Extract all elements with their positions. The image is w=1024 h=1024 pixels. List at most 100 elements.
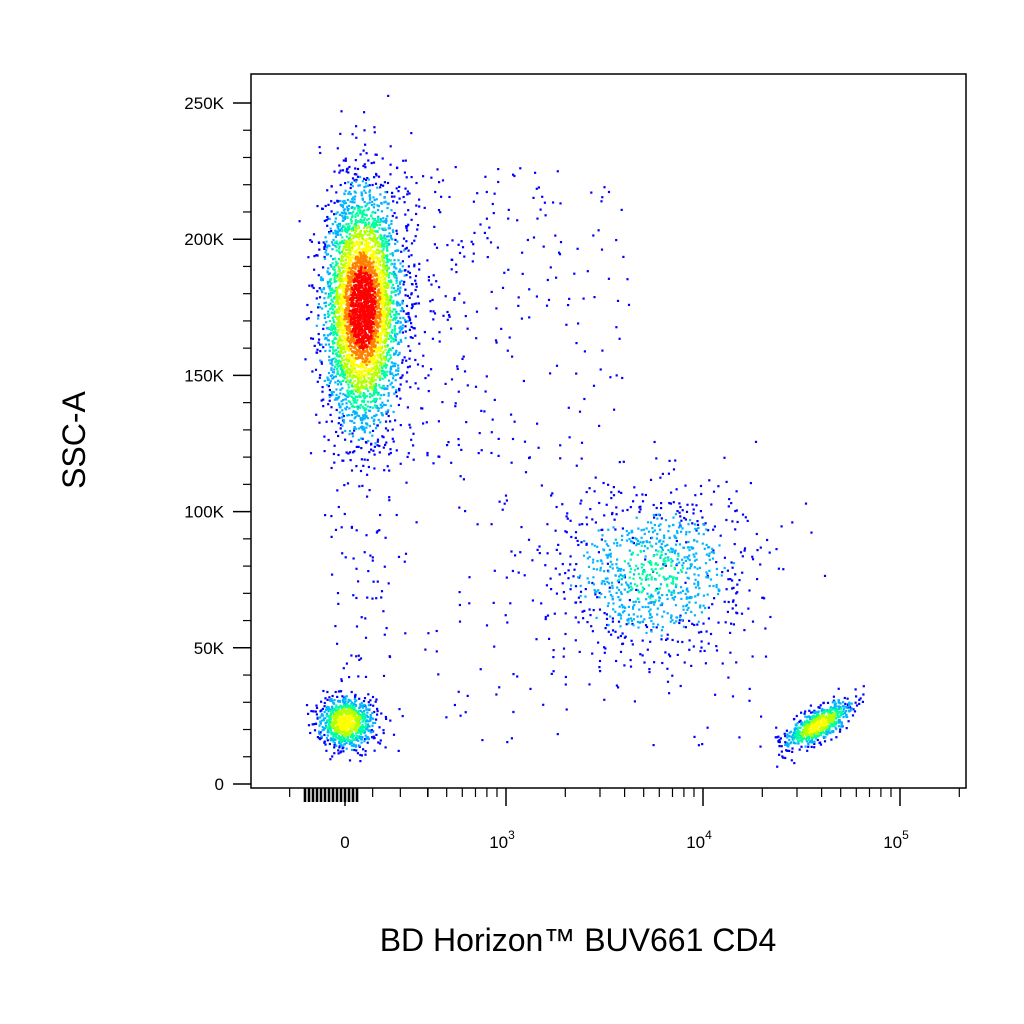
event-dot (363, 396, 366, 399)
event-dot (334, 732, 337, 735)
event-dot (668, 692, 671, 695)
event-dot (335, 360, 338, 363)
event-dot (364, 411, 367, 414)
event-dot (660, 553, 663, 556)
event-dot (332, 740, 335, 743)
event-dot (846, 697, 849, 700)
event-dot (390, 237, 393, 240)
event-dot (598, 501, 601, 505)
event-dot (375, 252, 378, 255)
event-dot (837, 705, 840, 708)
event-dot (358, 394, 361, 397)
event-dot (342, 259, 345, 262)
event-dot (340, 110, 343, 113)
event-dot (327, 728, 330, 731)
event-dot (825, 733, 828, 736)
event-dot (404, 294, 407, 297)
event-dot (656, 563, 659, 566)
event-dot (348, 733, 351, 736)
event-dot (696, 523, 700, 526)
event-dot (335, 735, 338, 738)
event-dot (397, 364, 400, 367)
event-dot (353, 173, 356, 176)
event-dot (334, 336, 337, 339)
event-dot (404, 552, 408, 555)
event-dot (830, 707, 833, 711)
event-dot (647, 530, 651, 533)
event-dot (381, 240, 384, 243)
event-dot (374, 406, 377, 409)
event-dot (339, 388, 342, 391)
event-dot (334, 360, 337, 363)
event-dot (809, 715, 812, 719)
event-dot (378, 529, 381, 532)
event-dot (541, 195, 544, 198)
event-dot (389, 356, 392, 359)
event-dot (647, 584, 650, 587)
event-dot (389, 404, 392, 407)
event-dot (536, 422, 539, 425)
event-dot (336, 324, 339, 327)
event-dot (717, 485, 720, 488)
event-dot (835, 728, 838, 731)
event-dot (625, 581, 628, 584)
event-dot (615, 506, 618, 509)
event-dot (653, 516, 656, 519)
event-dot (844, 702, 847, 705)
event-dot (654, 567, 657, 571)
event-dot (699, 606, 702, 609)
event-dot (389, 145, 392, 148)
event-dot (800, 738, 803, 741)
event-dot (629, 567, 633, 570)
event-dot (390, 195, 394, 198)
event-dot (330, 328, 333, 331)
event-dot (638, 506, 641, 509)
event-dot (344, 226, 347, 229)
event-dot (686, 608, 689, 611)
event-dot (374, 373, 377, 376)
event-dot (389, 323, 392, 326)
event-dot (633, 700, 636, 703)
event-dot (735, 661, 738, 664)
event-dot (324, 717, 327, 720)
event-dot (582, 297, 585, 300)
event-dot (362, 219, 366, 222)
event-dot (330, 725, 333, 728)
event-dot (359, 391, 362, 394)
event-dot (397, 367, 400, 370)
event-dot (380, 596, 383, 599)
event-dot (346, 240, 349, 243)
event-dot (347, 383, 350, 386)
event-dot (347, 181, 350, 184)
event-dot (377, 418, 380, 421)
event-dot (663, 534, 666, 537)
event-dot (659, 545, 662, 548)
event-dot (343, 743, 346, 746)
event-dot (331, 300, 334, 303)
event-dot (392, 271, 395, 274)
event-dot (390, 263, 393, 266)
event-dot (348, 433, 351, 436)
event-dot (567, 304, 570, 307)
event-dot (696, 520, 699, 523)
event-dot (688, 554, 691, 557)
event-dot (464, 510, 467, 513)
event-dot (369, 196, 372, 199)
event-dot (353, 450, 356, 453)
event-dot (407, 223, 410, 226)
event-dot (649, 640, 652, 643)
event-dot (313, 255, 316, 258)
event-dot (342, 415, 345, 418)
event-dot (342, 709, 345, 712)
event-dot (347, 223, 350, 226)
event-dot (617, 588, 621, 592)
event-dot (373, 399, 376, 402)
event-dot (369, 715, 372, 718)
event-dot (353, 223, 357, 226)
event-dot (328, 349, 331, 352)
event-dot (579, 594, 582, 598)
event-dot (835, 705, 838, 708)
event-dot (359, 416, 362, 419)
event-dot (349, 739, 352, 742)
event-dot (524, 471, 528, 474)
